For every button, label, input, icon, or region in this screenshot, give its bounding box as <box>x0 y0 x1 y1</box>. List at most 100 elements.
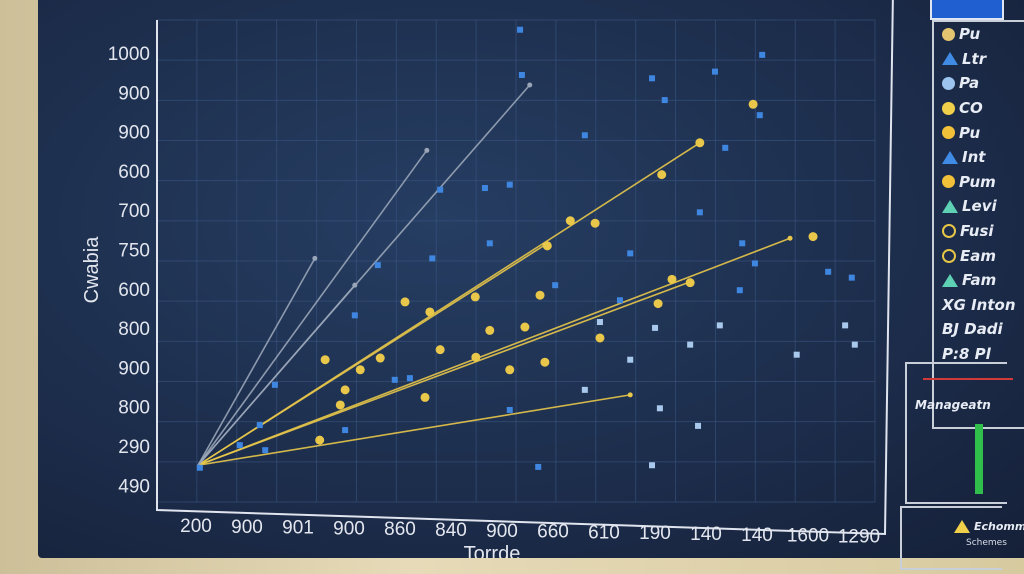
data-point <box>808 232 818 242</box>
legend-item: P:8 Pl <box>934 342 1024 367</box>
data-point <box>391 376 398 383</box>
y-tick-label: 290 <box>118 437 150 458</box>
data-point <box>256 422 263 429</box>
legend-item: XG Inton <box>934 293 1024 318</box>
data-point <box>481 185 488 192</box>
legend-item: Fusi <box>934 219 1024 244</box>
y-tick-label: 900 <box>118 123 150 144</box>
data-point <box>485 325 495 335</box>
data-point <box>695 422 702 429</box>
data-point <box>351 312 358 319</box>
data-point <box>759 51 766 58</box>
line-endpoint <box>312 255 318 261</box>
data-point <box>517 26 524 33</box>
legend-item: Eam <box>934 243 1024 268</box>
legend-item: BJ Dadi <box>934 317 1024 342</box>
y-tick-label: 600 <box>118 280 150 301</box>
data-point <box>842 322 849 329</box>
data-point <box>540 357 550 367</box>
data-point <box>756 112 763 119</box>
data-point <box>342 427 349 434</box>
bottom-panel-item: Echommet <box>974 520 1024 533</box>
x-tick-label: 1290 <box>838 526 880 547</box>
data-point <box>751 260 758 267</box>
circle-marker-icon <box>942 76 955 90</box>
line-endpoint <box>787 235 793 241</box>
bottom-panel: Echommet Schemes <box>900 506 1024 570</box>
data-point <box>657 170 667 180</box>
green-bar <box>975 424 983 494</box>
data-point <box>596 319 603 326</box>
data-point <box>506 406 513 413</box>
side-panel: Manageatn <box>905 362 1013 504</box>
circle-marker-icon <box>942 101 955 115</box>
y-axis-label: Cwabia <box>81 236 103 304</box>
data-point <box>716 322 723 329</box>
trend-line <box>197 281 691 466</box>
monitor-screen: 1000 900 900 600 700 750 600 800 900 800 290 490 200… <box>38 0 1024 558</box>
x-tick-label: 190 <box>639 523 671 544</box>
legend-label: Fusi <box>960 222 994 241</box>
data-point <box>649 75 656 82</box>
data-point <box>471 352 481 362</box>
data-point <box>335 400 345 410</box>
legend-label: Int <box>962 148 986 167</box>
x-tick-label: 140 <box>741 525 773 546</box>
y-tick-label: 490 <box>118 476 150 497</box>
data-point <box>518 71 525 78</box>
data-point <box>535 290 545 300</box>
data-point <box>425 307 435 317</box>
top-right-button[interactable] <box>930 0 1004 20</box>
data-point <box>535 463 542 470</box>
x-tick-label: 200 <box>180 516 212 537</box>
legend-item: CO <box>934 96 1024 121</box>
legend-item: Int <box>934 145 1024 170</box>
data-point <box>851 341 858 348</box>
data-point <box>552 282 559 289</box>
y-tick-label: 800 <box>118 319 150 340</box>
data-point <box>406 375 413 382</box>
x-tick-label: 900 <box>333 518 365 539</box>
legend-label: Fam <box>962 271 997 290</box>
trend-line <box>197 284 356 466</box>
data-point <box>542 241 552 251</box>
x-axis-label: Torrde <box>464 543 521 558</box>
legend-label: Pum <box>959 172 996 191</box>
legend-label: P:8 Pl <box>942 345 991 364</box>
x-tick-label: 840 <box>435 520 467 541</box>
scatter-chart: 1000 900 900 600 700 750 600 800 900 800 290 490 200… <box>81 0 894 558</box>
data-point <box>565 216 575 226</box>
data-point <box>653 299 663 309</box>
data-point <box>320 355 330 365</box>
data-point <box>652 324 659 331</box>
data-point <box>667 274 677 284</box>
data-point <box>437 186 444 193</box>
data-point <box>711 68 718 75</box>
red-line <box>923 378 1013 380</box>
data-point <box>355 365 365 375</box>
x-tick-label: 860 <box>384 519 416 540</box>
data-point <box>486 240 493 247</box>
x-tick-label: 660 <box>537 522 569 543</box>
triangle-marker-icon <box>942 273 958 287</box>
y-tick-label: 800 <box>118 398 150 419</box>
circle-marker-icon <box>942 175 955 189</box>
data-point <box>616 297 623 304</box>
data-point <box>505 365 515 375</box>
line-endpoint <box>424 147 430 153</box>
triangle-icon <box>954 520 970 533</box>
y-tick-label: 600 <box>118 162 150 183</box>
legend-label: CO <box>959 99 983 118</box>
legend-label: Pa <box>959 74 980 93</box>
legend-item: Levi <box>934 194 1024 219</box>
line-endpoint <box>527 82 533 88</box>
data-point <box>695 138 705 148</box>
x-tick-label: 610 <box>588 522 620 543</box>
data-point <box>736 287 743 294</box>
data-point <box>581 132 588 139</box>
data-point <box>687 341 694 348</box>
plot-frame <box>156 0 894 536</box>
data-point <box>435 345 445 355</box>
trend-line <box>197 257 316 466</box>
legend-label: Pu <box>959 123 981 142</box>
